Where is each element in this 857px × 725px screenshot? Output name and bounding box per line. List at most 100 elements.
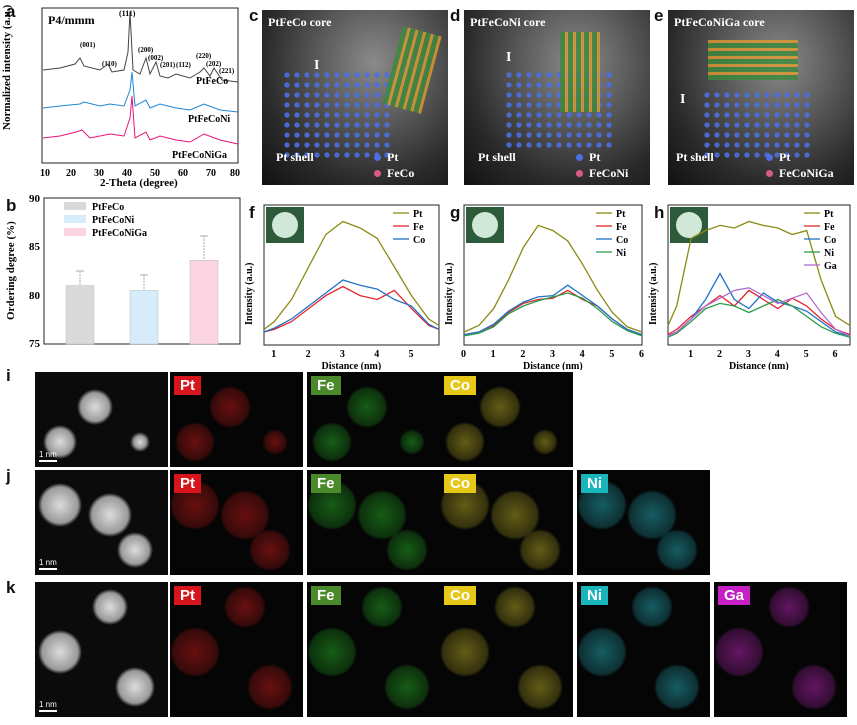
shell-label: Pt shell [478,150,516,164]
x-tick-label: 1 [271,349,276,360]
panel-label-i: i [6,366,11,385]
legend-label: Co [824,235,836,246]
element-tag: Pt [174,586,201,605]
xrd-xtick: 40 [122,168,132,179]
series-line-ni [667,298,851,338]
panel-label-c: c [249,6,259,25]
stem-image-c: PtFeCo core I Pt shell Pt FeCo [262,10,448,185]
element-tag: Co [444,586,476,605]
xrd-peak-label: (220) [196,52,212,60]
xrd-trace-ptfeconiga [42,95,239,145]
eds-map-co: Co [440,470,573,575]
element-tag: Fe [311,474,341,493]
x-tick-label: 2 [520,349,525,360]
nanoparticle-thumbnail-particle [272,212,298,238]
legend-dot [766,170,773,177]
bar-ytick: 75 [29,338,41,350]
stem-legend-item: Pt [766,150,790,165]
xrd-peak-label: (110) [102,60,117,68]
legend-dot [576,154,583,161]
scale-bar: 1 nm [39,558,57,570]
shell-label: Pt shell [676,150,714,164]
ordered-region [708,40,798,80]
panel-label-a: a [6,2,16,21]
xrd-peak-label: (002) [148,54,164,62]
ordered-region [382,26,442,114]
eds-map-co: Co [440,372,573,467]
bar-ytick: 80 [29,290,41,302]
shell-label: Pt shell [276,150,314,164]
xrd-xtick: 10 [40,168,50,179]
roman-numeral: I [680,92,686,107]
element-tag: Ga [718,586,751,605]
legend-label: Pt [824,209,834,220]
legend-label: PtFeCoNi [92,215,134,226]
x-tick-label: 4 [775,349,780,360]
scale-bar: 1 nm [39,450,57,462]
eds-map-fe: Fe [307,470,440,575]
xrd-peak-label: (111) [119,9,136,18]
nanoparticle-thumbnail-particle [676,212,702,238]
y-axis-label: Intensity (a.u.) [444,262,455,325]
xrd-xtick: 20 [66,168,76,179]
eds-map-pt: Pt [170,470,303,575]
xrd-peak-label: (201) [160,61,176,69]
series-line-fe [263,285,440,333]
xrd-sample-label: PtFeCo [196,76,228,87]
xrd-peak-label: (112) [176,61,191,69]
x-tick-label: 3 [550,349,555,360]
element-tag: Fe [311,376,341,395]
series-line-co [667,272,851,337]
haadf-image: 1 nm [35,470,168,575]
x-tick-label: 0 [461,349,466,360]
xrd-xtick: 80 [230,168,240,179]
x-tick-label: 1 [491,349,496,360]
y-axis-label: Intensity (a.u.) [244,262,255,325]
xrd-xlabel: 2-Theta (degree) [100,177,178,189]
element-tag: Co [444,474,476,493]
x-tick-label: 5 [804,349,809,360]
xrd-peak-label: (221) [219,67,235,75]
element-tag: Fe [311,586,341,605]
eds-map-ga: Ga [714,582,847,717]
xrd-sample-label: PtFeCoNiGa [172,150,227,161]
haadf-image: 1 nm [35,372,168,467]
line-profile-g: Pt Fe Co Ni 0 1 2 3 4 5 6 Distance (nm) Intensity (a… [444,204,644,370]
legend-dot [576,170,583,177]
xrd-peak-label: (202) [206,60,222,68]
panel-label-e: e [654,6,664,25]
legend-swatch [64,202,86,210]
bar-ylabel: Ordering degree (%) [5,221,17,320]
xrd-plot: P4/mmm Normalized intensity (a.u.) 2-The… [1,4,240,189]
legend-label: Fe [616,222,627,233]
legend-dot [766,154,773,161]
stem-title: PtFeCoNi core [470,15,546,29]
x-axis-label: Distance (nm) [322,361,382,370]
haadf-image: 1 nm [35,582,168,717]
panel-label-h: h [654,203,665,222]
x-tick-label: 2 [717,349,722,360]
legend-label: Fe [824,222,835,233]
x-tick-label: 4 [374,349,379,360]
roman-numeral: I [506,50,512,65]
plot-frame [463,204,643,346]
bar-ytick: 90 [29,193,41,205]
x-axis-label: Distance (nm) [729,361,789,370]
element-tag: Co [444,376,476,395]
panel-label-d: d [450,6,461,25]
x-tick-label: 5 [609,349,614,360]
xrd-ylabel: Normalized intensity (a.u.) [1,4,13,130]
legend-dot [374,154,381,161]
xrd-xtick: 60 [178,168,188,179]
legend-label: PtFeCoNiGa [92,228,147,239]
xrd-xtick: 50 [150,168,160,179]
series-line-co [463,284,643,336]
x-tick-label: 4 [580,349,585,360]
eds-map-ni: Ni [577,470,710,575]
xrd-sample-label: PtFeCoNi [188,114,230,125]
panel-label-g: g [450,203,461,222]
xrd-peak-label: (200) [138,46,154,54]
legend-label: Ni [824,248,834,259]
series-line-pt [463,224,643,333]
xrd-xtick: 30 [94,168,104,179]
